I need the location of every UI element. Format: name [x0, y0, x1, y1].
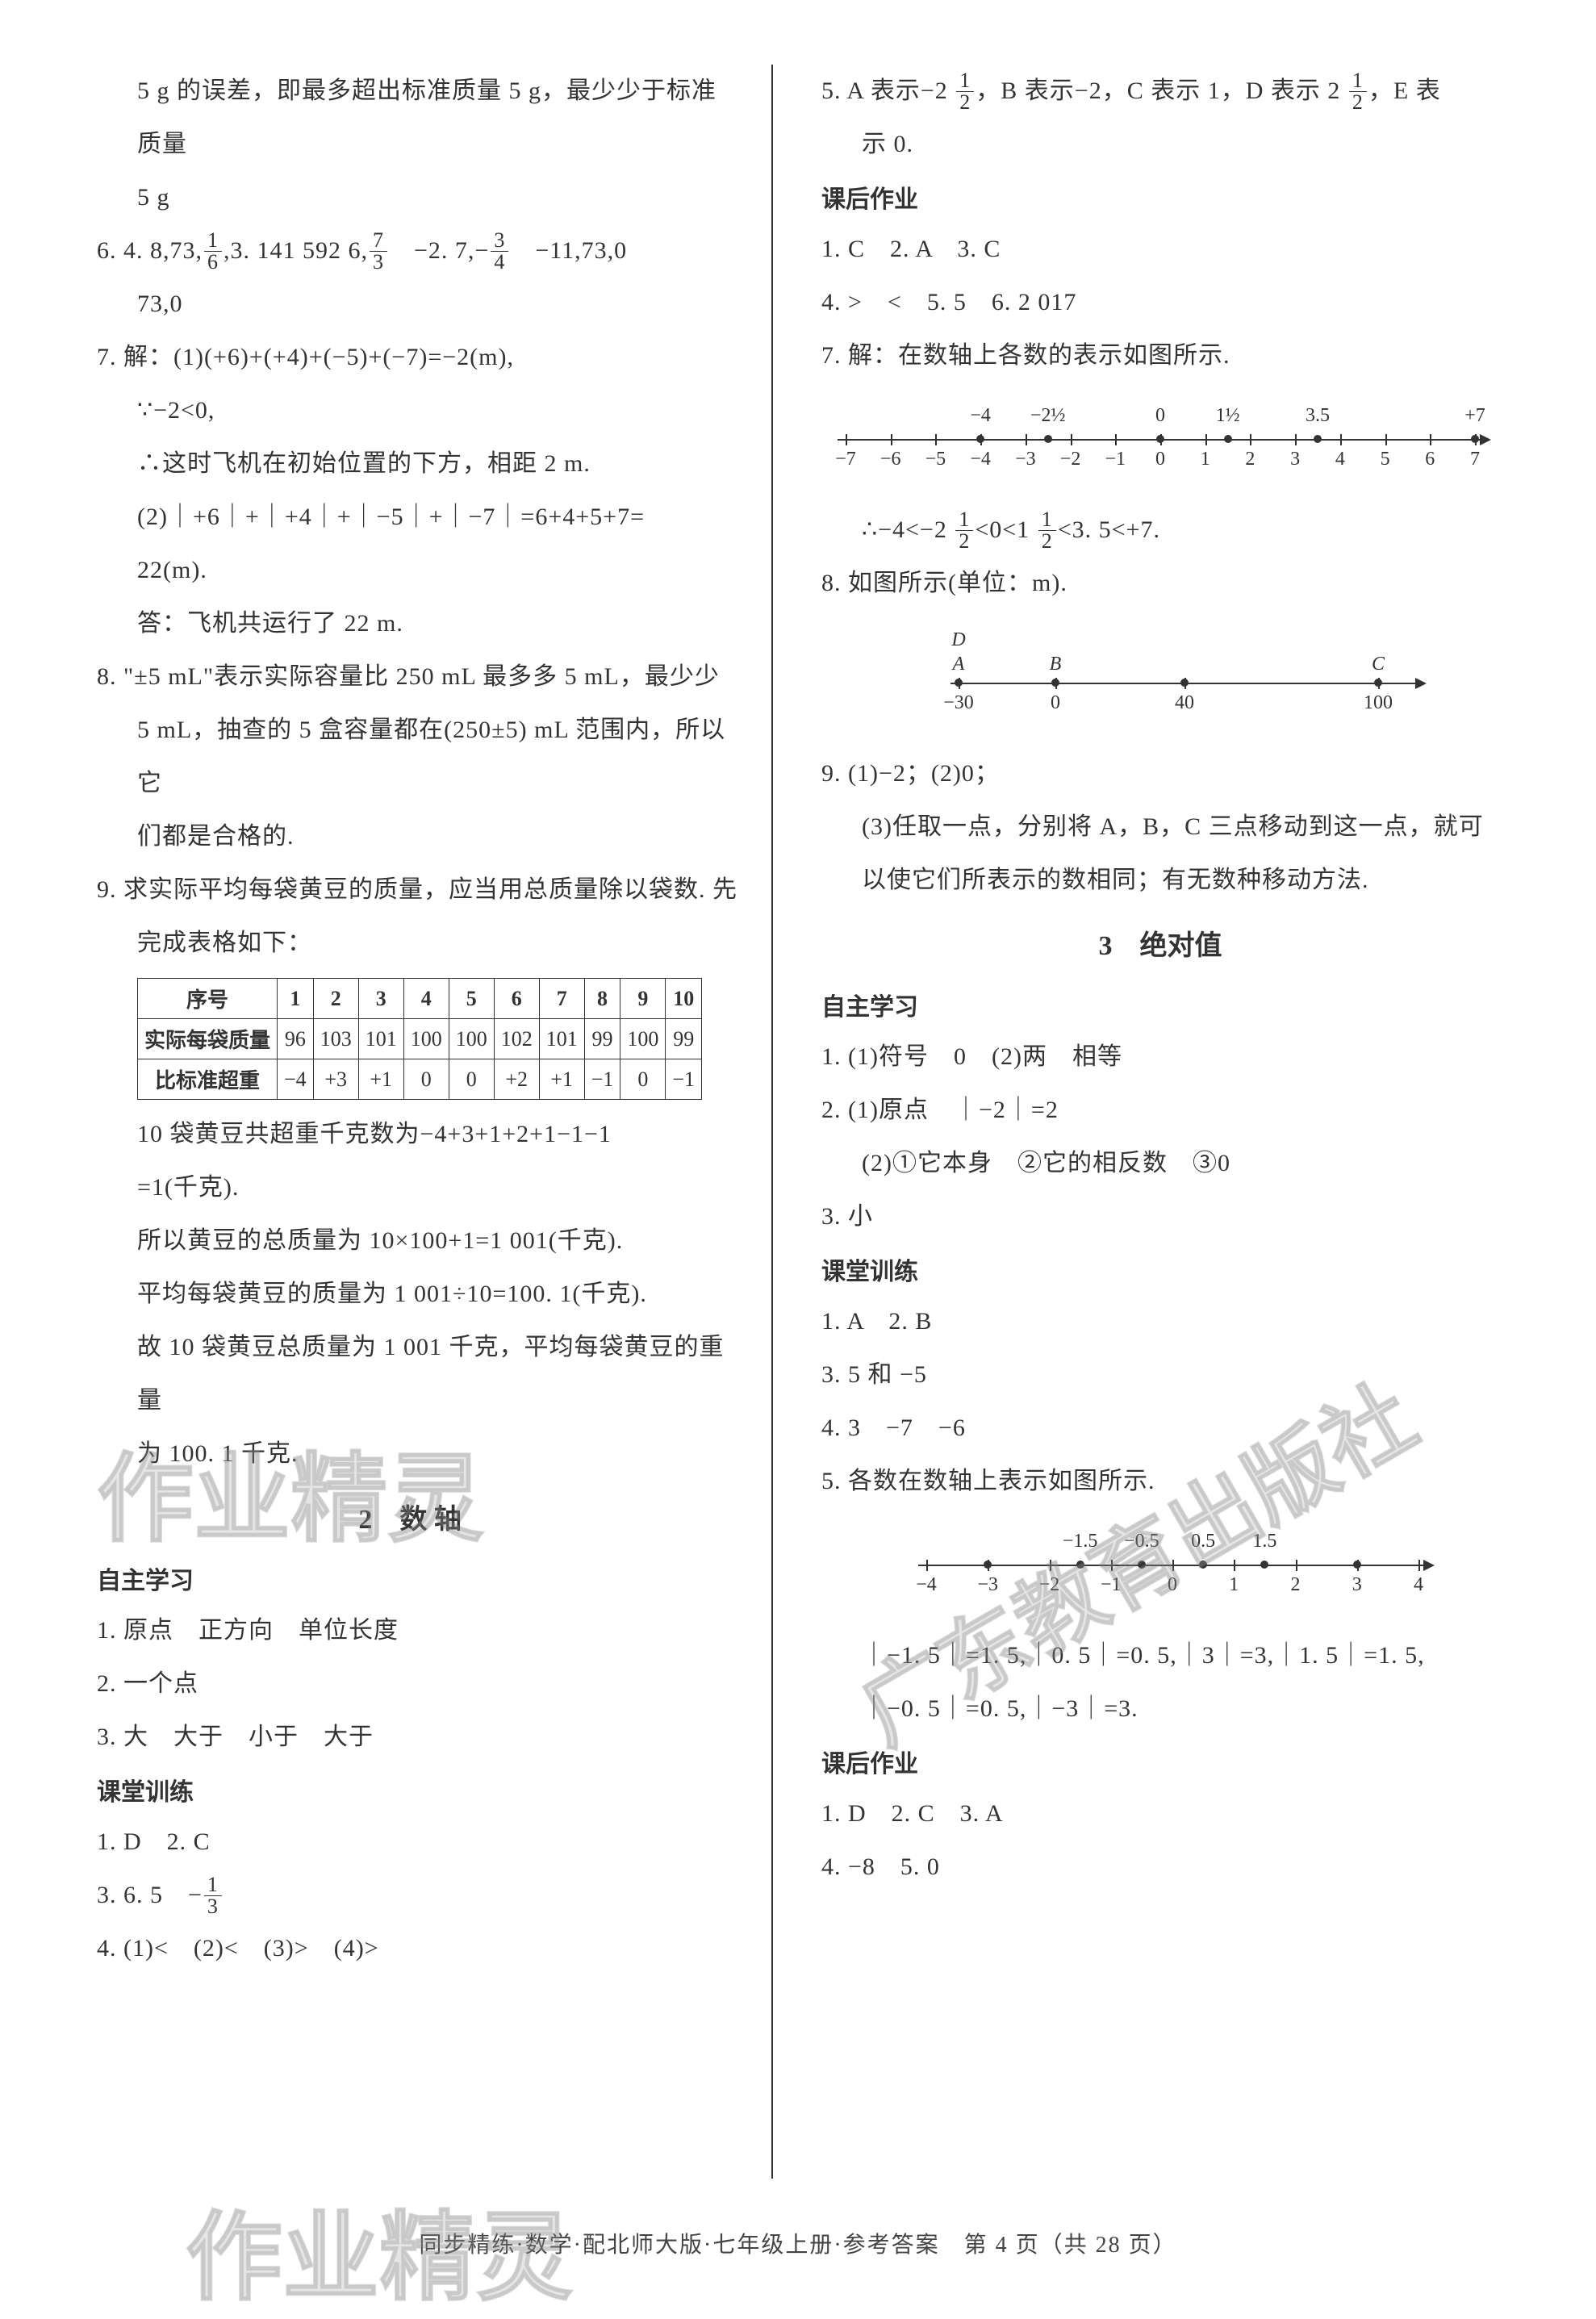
fraction: 12 — [1349, 70, 1367, 113]
subsection-khzy: 课后作业 — [805, 171, 1515, 223]
text-line: 所以黄豆的总质量为 10×100+1=1 001(千克). — [81, 1214, 739, 1268]
text-line: 答：飞机共运行了 22 m. — [81, 597, 739, 650]
text-line: 1. C 2. A 3. C — [805, 223, 1515, 276]
column-divider — [771, 65, 773, 2179]
fraction: 73 — [370, 230, 387, 273]
subsection-khzy2: 课后作业 — [805, 1736, 1515, 1787]
text-line: 9. (1)−2；(2)0； — [805, 747, 1515, 800]
text-line: 1. A 2. B — [805, 1295, 1515, 1348]
subsection-zzxx2: 自主学习 — [805, 979, 1515, 1030]
text-line: 7. 解：在数轴上各数的表示如图所示. — [805, 329, 1515, 382]
subsection-ktxl: 课堂训练 — [81, 1764, 739, 1816]
fraction: 16 — [204, 230, 222, 273]
table-header: 3 — [358, 979, 403, 1019]
table-header: 5 — [449, 979, 494, 1019]
text-span: ，E 表 — [1368, 77, 1441, 104]
text-line: 1. 原点 正方向 单位长度 — [81, 1604, 739, 1657]
fraction: 34 — [491, 230, 508, 273]
text-line: 故 10 袋黄豆总质量为 1 001 千克，平均每袋黄豆的重量 — [81, 1321, 739, 1427]
text-line: 3. 6. 5 −13 — [81, 1869, 739, 1922]
text-line: ｜−1. 5｜=1. 5,｜0. 5｜=0. 5,｜3｜=3,｜1. 5｜=1.… — [805, 1629, 1515, 1682]
table-header: 6 — [494, 979, 539, 1019]
q9-table: 序号12345678910 实际每袋质量96103101100100102101… — [137, 978, 702, 1100]
section-title-3: 3 绝对值 — [805, 907, 1515, 979]
text-line: (2)｜+6｜+｜+4｜+｜−5｜+｜−7｜=6+4+5+7= — [81, 491, 739, 544]
text-span: ，B 表示−2，C 表示 1，D 表示 2 — [976, 77, 1347, 104]
table-header: 序号 — [138, 979, 278, 1019]
page-columns: 5 g 的误差，即最多超出标准质量 5 g，最少少于标准质量 5 g 6. 4.… — [81, 65, 1515, 2203]
text-span: 3. 6. 5 − — [97, 1882, 203, 1908]
text-line: 5 mL，抽查的 5 盒容量都在(250±5) mL 范围内，所以它 — [81, 704, 739, 810]
text-line: 们都是合格的. — [81, 810, 739, 863]
text-line: 2. 一个点 — [81, 1657, 739, 1711]
text-line: 示 0. — [805, 118, 1515, 171]
text-line: 6. 4. 8,73,16,3. 141 592 6,73 −2. 7,−34 … — [81, 224, 739, 278]
table-header: 7 — [539, 979, 584, 1019]
text-span: <3. 5<+7. — [1058, 516, 1160, 543]
table-header: 4 — [403, 979, 449, 1019]
text-line: 以使它们所表示的数相同；有无数种移动方法. — [805, 854, 1515, 907]
text-line: 10 袋黄豆共超重千克数为−4+3+1+2+1−1−1 — [81, 1108, 739, 1161]
table-header: 2 — [313, 979, 358, 1019]
text-line: 5 g — [81, 171, 739, 224]
text-line: 为 100. 1 千克. — [81, 1427, 739, 1481]
table-header: 9 — [620, 979, 666, 1019]
text-line: 4. > < 5. 5 6. 2 017 — [805, 276, 1515, 329]
table-header: 1 — [278, 979, 314, 1019]
text-line: 4. 3 −7 −6 — [805, 1402, 1515, 1455]
text-span: ,3. 141 592 6, — [224, 237, 368, 264]
page-footer: 同步精练·数学·配北师大版·七年级上册·参考答案 第 4 页（共 28 页） — [81, 2203, 1515, 2259]
right-column: 5. A 表示−2 12，B 表示−2，C 表示 1，D 表示 2 12，E 表… — [805, 65, 1515, 2203]
text-line: 平均每袋黄豆的质量为 1 001÷10=100. 1(千克). — [81, 1268, 739, 1321]
text-line: 2. (1)原点 ｜−2｜=2 — [805, 1084, 1515, 1137]
number-line-q8: −30AD0B40100C — [950, 626, 1435, 731]
fraction: 12 — [955, 509, 973, 552]
table-header: 8 — [584, 979, 620, 1019]
text-line: =1(千克). — [81, 1161, 739, 1214]
text-line: 5. 各数在数轴上表示如图所示. — [805, 1455, 1515, 1508]
text-span: ∴−4<−2 — [862, 516, 954, 543]
text-line: 5. A 表示−2 12，B 表示−2，C 表示 1，D 表示 2 12，E 表 — [805, 65, 1515, 118]
text-line: ∴这时飞机在初始位置的下方，相距 2 m. — [81, 437, 739, 491]
text-line: ∴−4<−2 12<0<1 12<3. 5<+7. — [805, 503, 1515, 557]
text-line: 1. D 2. C — [81, 1816, 739, 1869]
text-line: 4. (1)< (2)< (3)> (4)> — [81, 1922, 739, 1975]
text-line: 73,0 — [81, 278, 739, 331]
left-column: 5 g 的误差，即最多超出标准质量 5 g，最少少于标准质量 5 g 6. 4.… — [81, 65, 739, 2203]
text-line: 7. 解：(1)(+6)+(+4)+(−5)+(−7)=−2(m), — [81, 331, 739, 384]
subsection-zzxx: 自主学习 — [81, 1552, 739, 1604]
text-line: 22(m). — [81, 544, 739, 597]
text-line: 8. 如图所示(单位：m). — [805, 557, 1515, 610]
fraction: 13 — [204, 1874, 222, 1917]
text-span: −2. 7,− — [389, 237, 489, 264]
text-line: 完成表格如下： — [81, 917, 739, 970]
text-line: ∵−2<0, — [81, 384, 739, 437]
number-line-q7: −7−6−5−4−3−2−101234567−4−2½01½3.5+7 — [838, 399, 1499, 487]
text-span: <0<1 — [975, 516, 1036, 543]
subsection-ktxl2: 课堂训练 — [805, 1243, 1515, 1295]
text-line: (3)任取一点，分别将 A，B，C 三点移动到这一点，就可 — [805, 800, 1515, 854]
text-line: 8. "±5 mL"表示实际容量比 250 mL 最多多 5 mL，最少少 — [81, 650, 739, 704]
text-line: 3. 大 大于 小于 大于 — [81, 1711, 739, 1764]
text-line: 5 g 的误差，即最多超出标准质量 5 g，最少少于标准质量 — [81, 65, 739, 171]
section-title-2: 2 数 轴 — [81, 1481, 739, 1552]
text-span: 6. 4. 8,73, — [97, 237, 203, 264]
text-line: 1. D 2. C 3. A — [805, 1787, 1515, 1841]
text-span: 5. A 表示−2 — [821, 77, 955, 104]
fraction: 12 — [956, 70, 974, 113]
text-line: 1. (1)符号 0 (2)两 相等 — [805, 1030, 1515, 1084]
text-line: 3. 5 和 −5 — [805, 1348, 1515, 1402]
text-line: 4. −8 5. 0 — [805, 1841, 1515, 1894]
text-line: 3. 小 — [805, 1190, 1515, 1243]
text-line: (2)①它本身 ②它的相反数 ③0 — [805, 1137, 1515, 1190]
text-line: ｜−0. 5｜=0. 5,｜−3｜=3. — [805, 1682, 1515, 1736]
table-header: 10 — [666, 979, 702, 1019]
text-span: −11,73,0 — [510, 237, 627, 264]
fraction: 12 — [1038, 509, 1056, 552]
text-line: 9. 求实际平均每袋黄豆的质量，应当用总质量除以袋数. 先 — [81, 863, 739, 917]
number-line-q5: −4−3−2−101234−1.5−0.50.51.5 — [918, 1524, 1443, 1613]
